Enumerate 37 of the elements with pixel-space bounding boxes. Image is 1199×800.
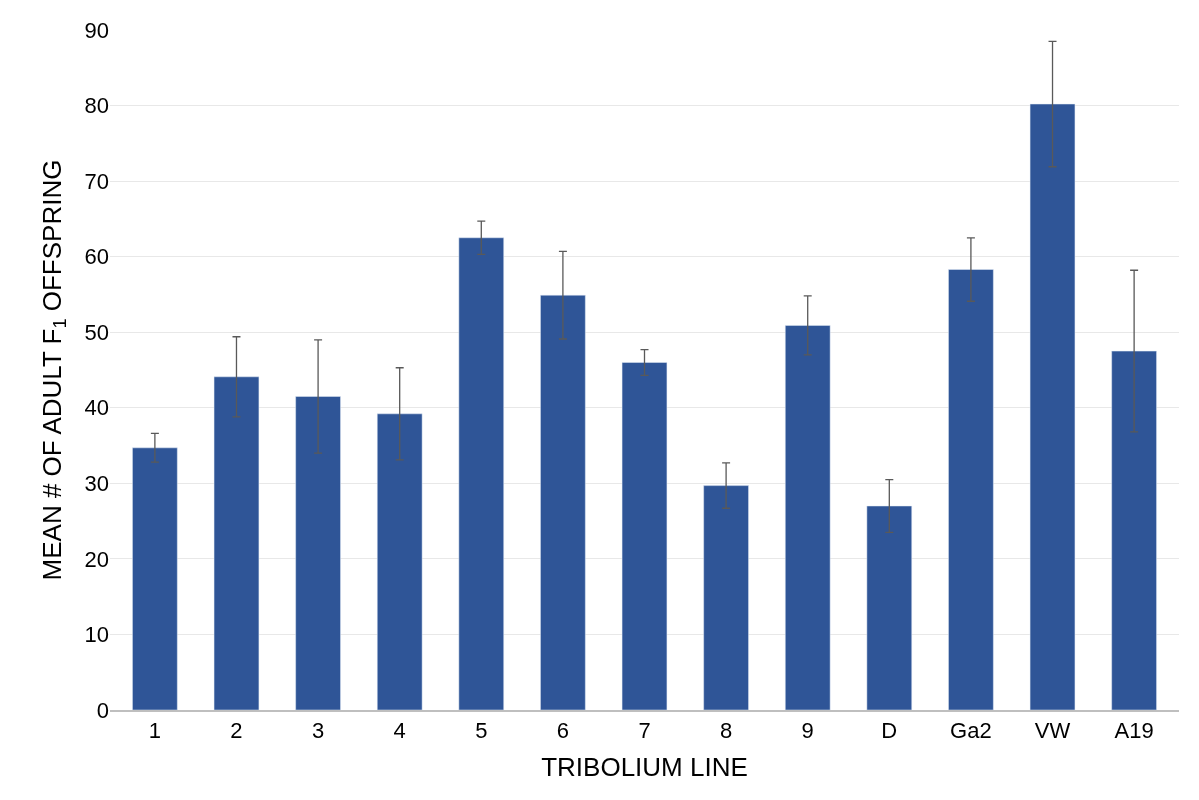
bar	[785, 325, 831, 710]
bar	[703, 485, 749, 710]
x-tick-label: 6	[556, 718, 570, 744]
x-tick-label: 8	[719, 718, 733, 744]
bar	[621, 362, 668, 710]
x-axis-title: TRIBOLIUM LINE	[541, 751, 748, 782]
y-tick-label: 10	[84, 622, 109, 648]
x-tick-label: A19	[1114, 718, 1154, 744]
y-tick-label: 90	[84, 17, 109, 43]
x-tick-label: 2	[230, 718, 243, 744]
x-tick-label: 5	[475, 718, 488, 744]
y-tick-label: 40	[84, 395, 109, 421]
y-tick-label: 60	[84, 244, 109, 270]
x-tick-label: 7	[638, 718, 651, 744]
bar	[1111, 350, 1157, 710]
x-tick-label: Ga2	[950, 718, 992, 744]
bar	[948, 269, 994, 710]
y-tick-label: 20	[84, 546, 109, 572]
y-tick-label: 0	[96, 697, 109, 723]
x-tick-label: 9	[801, 718, 814, 744]
bar	[377, 413, 423, 710]
y-tick-label: 80	[84, 93, 109, 119]
bar	[866, 505, 912, 710]
bar	[132, 447, 178, 710]
x-tick-label: VW	[1034, 718, 1071, 744]
x-tick-label: 1	[148, 718, 162, 744]
x-tick-label: 4	[393, 718, 406, 744]
bar	[458, 237, 504, 710]
bar	[295, 396, 341, 710]
bar	[213, 376, 260, 710]
x-tick-label: D	[881, 718, 898, 744]
x-tick-label: 3	[311, 718, 325, 744]
bar	[1029, 103, 1076, 710]
y-tick-label: 50	[84, 319, 109, 345]
bar	[540, 294, 586, 710]
y-tick-label: 30	[84, 471, 109, 497]
y-tick-label: 70	[84, 168, 109, 194]
